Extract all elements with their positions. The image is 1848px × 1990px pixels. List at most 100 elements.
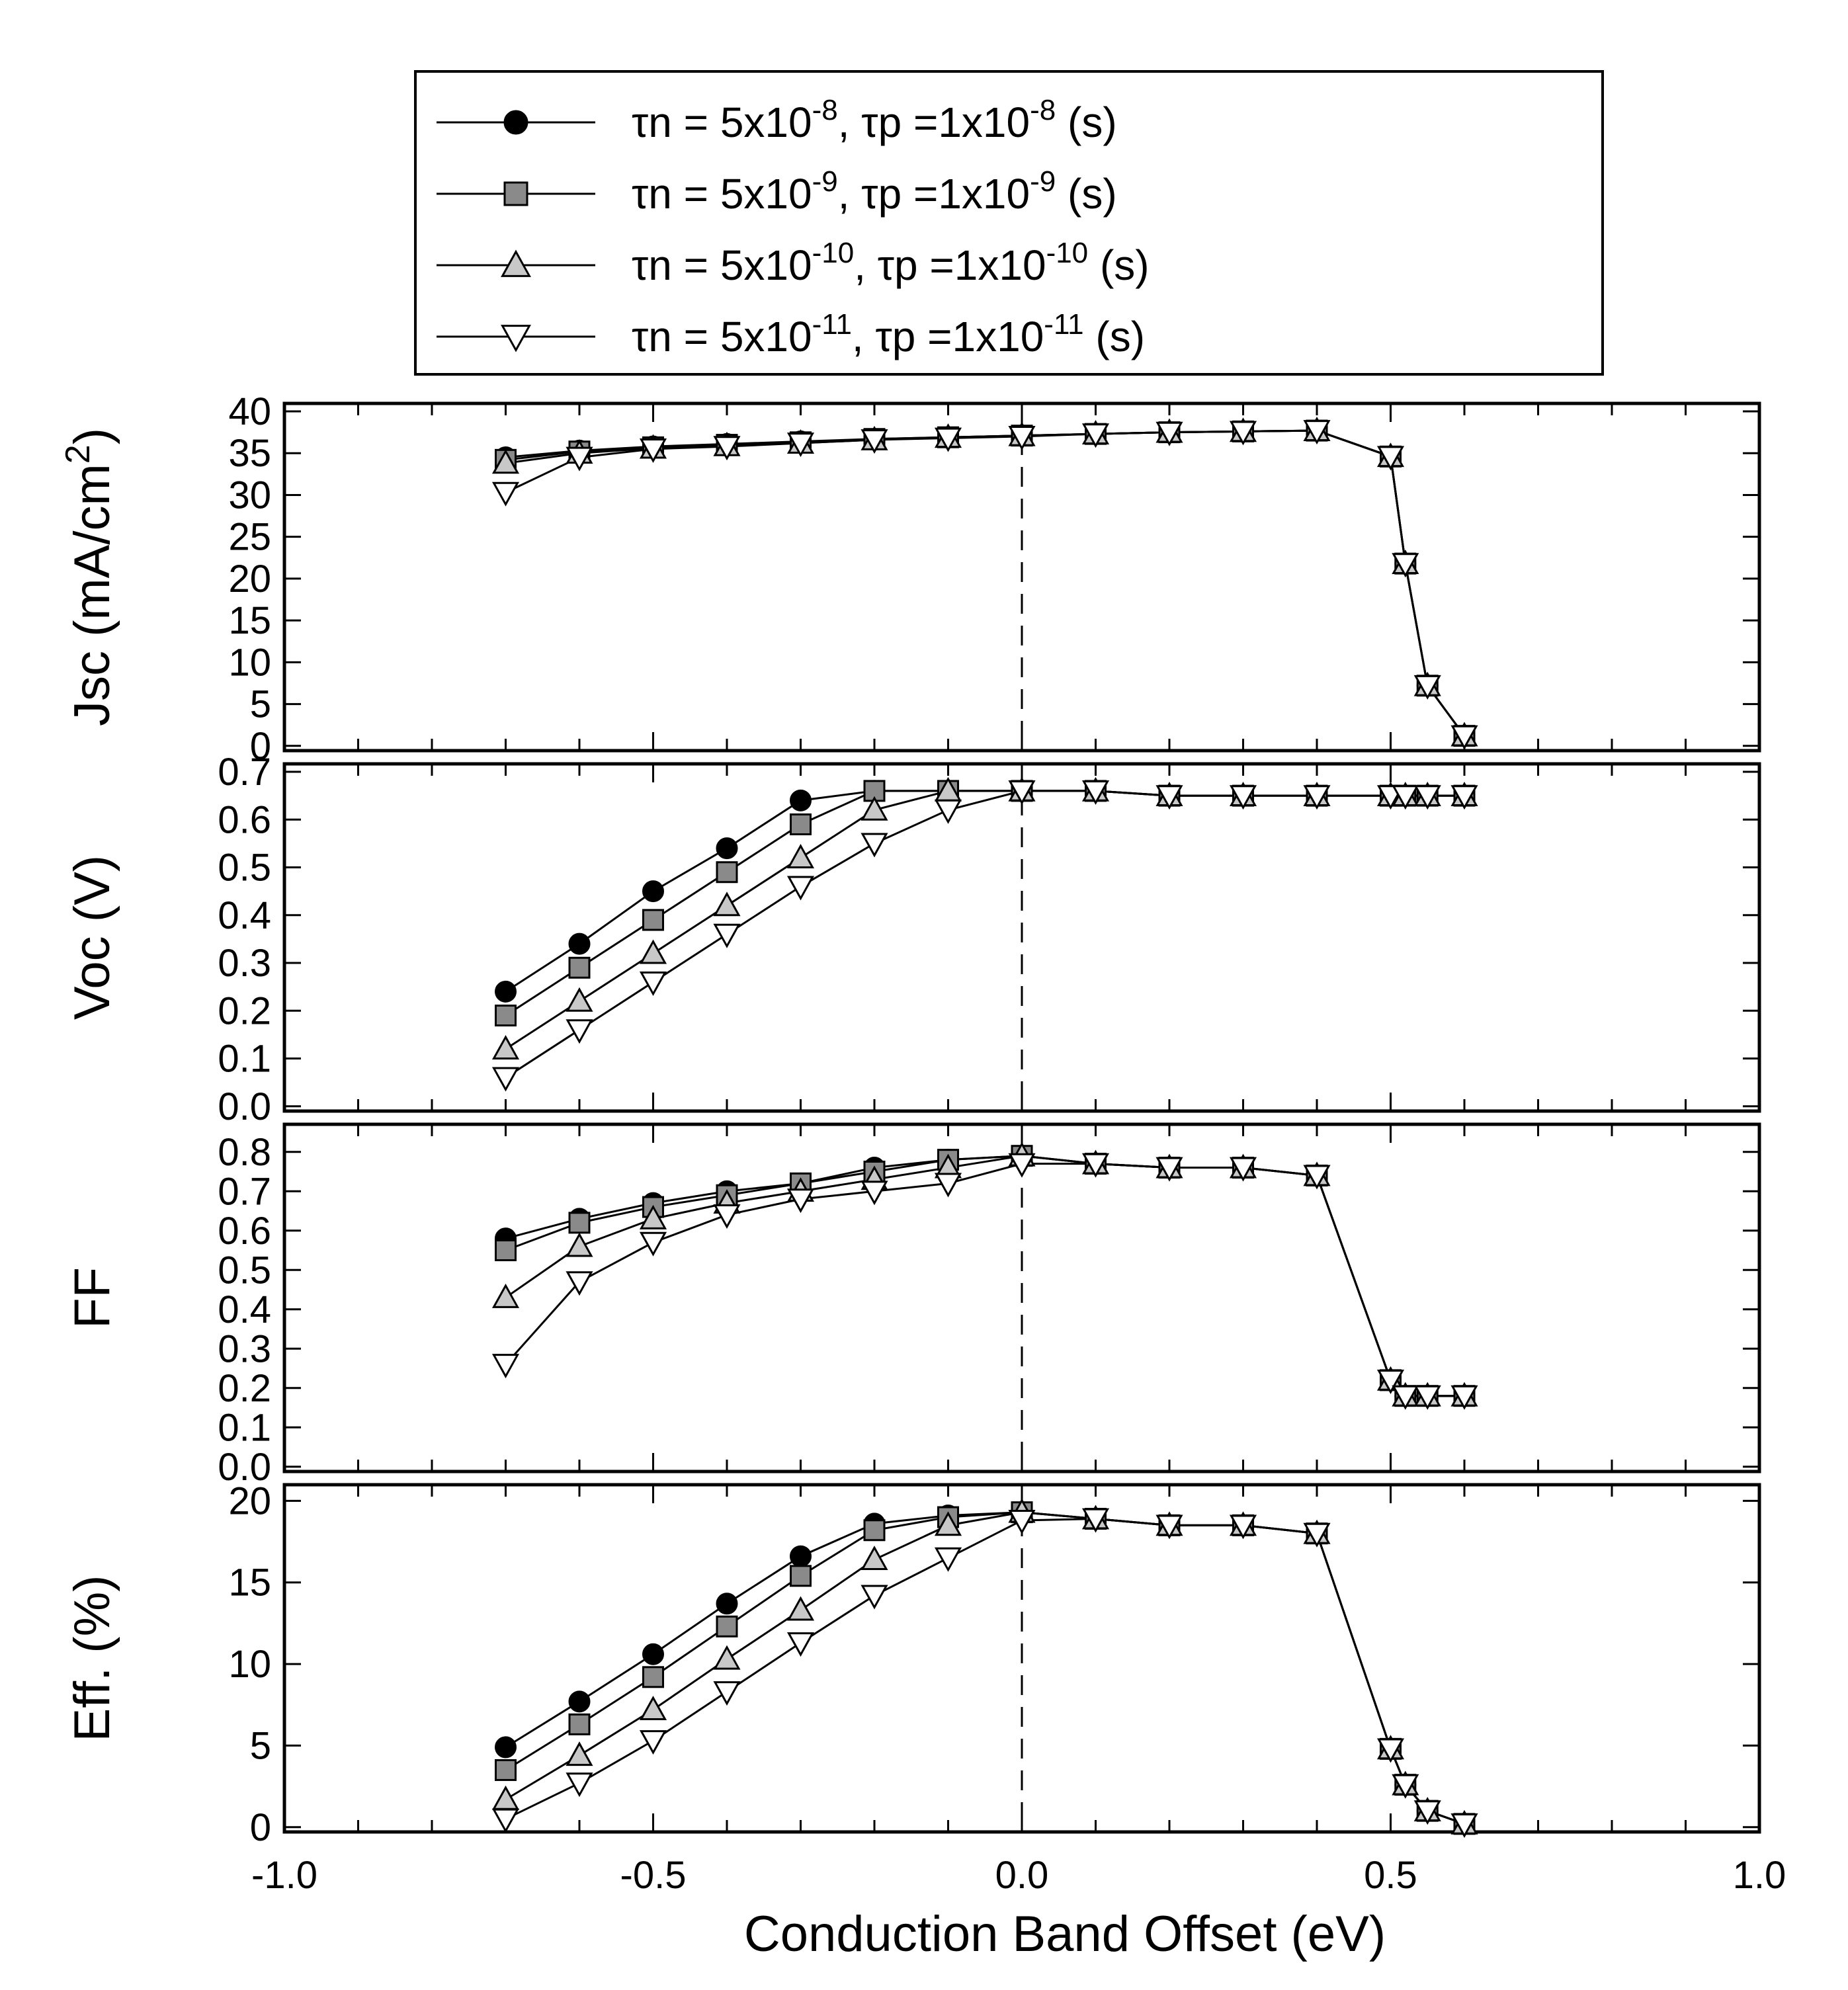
data-point-eff-s2 (790, 1565, 812, 1587)
legend-label-s4: τn = 5x10-11, τp =1x10-11 (s) (632, 308, 1145, 360)
data-point-eff-s1 (790, 1545, 812, 1567)
data-point-eff-s3 (713, 1645, 741, 1670)
data-point-eff-s4 (786, 1632, 815, 1657)
y-axis-title-jsc: Jsc (mA/cm2) (59, 428, 120, 726)
data-point-jsc-s4 (786, 433, 815, 458)
data-point-jsc-s3 (491, 449, 520, 474)
data-point-voc-s1 (642, 880, 664, 903)
y-tick-label: 40 (228, 390, 271, 433)
y-tick-label: 0 (250, 725, 271, 768)
y-tick-label: 0.6 (218, 798, 271, 841)
series-line-voc-s4 (505, 790, 1464, 1079)
data-point-voc-s4 (1008, 780, 1036, 805)
data-point-jsc-s4 (1081, 423, 1110, 448)
data-point-ff-s4 (786, 1188, 815, 1214)
data-point-eff-s3 (861, 1546, 888, 1571)
data-point-eff-s4 (1376, 1738, 1405, 1763)
data-point-voc-s4 (1229, 785, 1257, 810)
data-point-voc-s3 (639, 939, 667, 964)
x-tick-label: -1.0 (251, 1854, 317, 1897)
data-point-jsc-s4 (1229, 421, 1257, 446)
data-point-ff-s4 (1008, 1153, 1036, 1178)
y-tick-label: 0.0 (218, 1446, 271, 1489)
data-point-ff-s4 (639, 1231, 667, 1257)
data-point-eff-s3 (491, 1785, 520, 1810)
data-point-ff-s4 (1392, 1385, 1419, 1410)
y-tick-label: 20 (228, 1479, 271, 1522)
y-tick-label: 0.4 (218, 894, 271, 937)
legend-marker-s4 (501, 325, 531, 352)
data-point-eff-s3 (934, 1511, 962, 1536)
data-point-eff-s3 (639, 1696, 667, 1721)
y-tick-label: 0.2 (218, 989, 271, 1032)
data-point-jsc-s4 (1376, 446, 1405, 471)
data-point-ff-s2 (495, 1239, 517, 1262)
series-line-ff-s3 (505, 1155, 1464, 1397)
data-point-jsc-s4 (1303, 420, 1331, 445)
panel-eff: 0 5 10 15 20 Eff. (%) (64, 1479, 1761, 1849)
y-tick-label: 0.8 (218, 1131, 271, 1174)
y-tick-label: 30 (228, 474, 271, 517)
data-point-voc-s1 (568, 933, 591, 955)
data-point-eff-s4 (861, 1585, 888, 1610)
data-point-eff-s4 (713, 1681, 741, 1706)
y-tick-label: 0.0 (218, 1085, 271, 1128)
y-tick-label: 0.7 (218, 751, 271, 794)
y-tick-label: 25 (228, 516, 271, 559)
panel-voc: 0.00.1 0.20.3 0.40.5 0.60.7 Voc (V) (64, 751, 1761, 1128)
data-point-voc-s4 (786, 876, 815, 901)
data-point-eff-s2 (863, 1519, 886, 1542)
data-point-eff-s4 (1413, 1800, 1441, 1825)
x-tick-label: 0.0 (995, 1854, 1049, 1897)
data-point-voc-s4 (1303, 785, 1331, 810)
y-tick-label: 0.3 (218, 942, 271, 985)
x-axis-title: Conduction Band Offset (eV) (744, 1906, 1386, 1962)
y-tick-label: 0.6 (218, 1210, 271, 1253)
y-tick-label: 0.5 (218, 847, 271, 890)
data-point-ff-s4 (1450, 1385, 1478, 1410)
data-point-eff-s2 (642, 1666, 664, 1688)
y-axis-title-voc: Voc (V) (64, 855, 120, 1020)
data-point-voc-s3 (566, 987, 593, 1012)
data-point-eff-s4 (1450, 1813, 1478, 1838)
y-tick-label: 0.3 (218, 1327, 271, 1370)
y-tick-label: 15 (228, 599, 271, 642)
x-tick-label: -0.5 (620, 1854, 687, 1897)
data-point-eff-s1 (642, 1643, 664, 1665)
data-point-voc-s2 (568, 956, 591, 979)
data-point-eff-s4 (639, 1730, 667, 1755)
data-point-jsc-s4 (639, 438, 667, 463)
y-tick-label: 0.4 (218, 1288, 271, 1331)
legend-marker-s2 (503, 181, 528, 206)
y-tick-label: 0.1 (218, 1038, 271, 1081)
data-point-voc-s3 (786, 843, 815, 868)
panel-ff: 0.00.10.20.30.40.50.60.70.8 FF (64, 1122, 1761, 1489)
data-point-voc-s1 (790, 789, 812, 811)
data-point-voc-s4 (934, 799, 962, 824)
data-point-eff-s3 (786, 1596, 815, 1621)
data-point-voc-s4 (639, 972, 667, 997)
legend-box (414, 70, 1604, 376)
data-point-ff-s4 (1155, 1157, 1183, 1182)
data-point-jsc-s4 (861, 429, 888, 454)
data-point-jsc-s4 (1450, 725, 1478, 750)
data-point-voc-s2 (495, 1005, 517, 1027)
data-point-voc-s4 (713, 923, 741, 948)
data-point-eff-s1 (495, 1736, 517, 1759)
data-point-jsc-s4 (713, 436, 741, 461)
data-point-ff-s4 (1376, 1369, 1405, 1394)
data-point-ff-s4 (1229, 1157, 1257, 1182)
legend: τn = 5x10-8, τp =1x10-8 (s) τn = 5x10-9, … (414, 70, 1604, 376)
data-point-eff-s4 (1155, 1514, 1183, 1540)
data-point-jsc-s4 (566, 446, 593, 472)
data-point-ff-s4 (1081, 1153, 1110, 1178)
y-tick-label: 5 (250, 683, 271, 726)
legend-label-s3: τn = 5x10-10, τp =1x10-10 (s) (632, 237, 1150, 289)
data-point-eff-s3 (566, 1741, 593, 1766)
data-point-voc-s4 (1155, 785, 1183, 810)
legend-marker-s3 (501, 249, 531, 277)
legend-label-s1: τn = 5x10-8, τp =1x10-8 (s) (632, 94, 1117, 146)
data-point-eff-s4 (1008, 1510, 1036, 1535)
